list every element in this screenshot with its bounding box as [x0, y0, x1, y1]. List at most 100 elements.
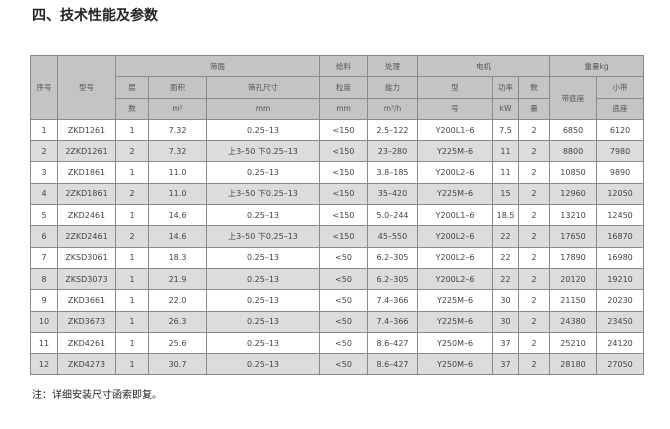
- table-cell: 13210: [549, 204, 598, 227]
- section-title: 四、技术性能及参数: [32, 8, 158, 24]
- table-cell: 7: [30, 246, 58, 269]
- table-cell: 30: [492, 310, 520, 333]
- table-cell: 14.6: [148, 225, 207, 248]
- table-cell: 2ZKD1861: [57, 182, 116, 206]
- spec-table: 序号 型号 筛面 给料 处理 电机 重量kg 层 面积 筛孔尺寸 粒度 能力 型…: [30, 54, 645, 376]
- table-row: 1 ZKD1261 1 7.32 0.25–13 <150 2.5–122 Y200L1–6 7…: [30, 118, 645, 142]
- header-weight-small-2: 底座: [596, 97, 645, 120]
- table-cell: 2: [518, 289, 551, 312]
- table-cell: 上3–50 下0.25–13: [205, 140, 321, 163]
- table-cell: Y225M–6: [417, 310, 494, 333]
- table-cell: <150: [319, 140, 369, 163]
- table-cell: <50: [319, 289, 369, 312]
- footnote: 注：详细安装尺寸函索即复。: [32, 390, 162, 401]
- table-cell: 21.9: [148, 267, 207, 291]
- table-cell: 0.25–13: [205, 353, 321, 376]
- table-cell: 16870: [596, 225, 645, 248]
- table-cell: 7.5: [492, 118, 520, 142]
- table-cell: Y225M–6: [417, 140, 494, 163]
- table-cell: Y225M–6: [417, 289, 494, 312]
- table-cell: 1: [115, 267, 149, 291]
- table-cell: 17650: [549, 225, 598, 248]
- table-cell: 2: [518, 310, 551, 333]
- table-cell: 8800: [549, 140, 598, 163]
- table-cell: 10: [30, 310, 58, 333]
- table-cell: 上3–50 下0.25–13: [205, 225, 321, 248]
- table-cell: 2: [518, 182, 551, 206]
- table-cell: ZKSD3061: [57, 246, 116, 269]
- table-cell: <50: [319, 331, 369, 355]
- table-cell: 24120: [596, 331, 645, 355]
- table-cell: 26.3: [148, 310, 207, 333]
- table-cell: 30.7: [148, 353, 207, 376]
- table-cell: 2.5–122: [367, 118, 419, 142]
- table-cell: 3.8–185: [367, 161, 419, 184]
- table-cell: 2: [518, 331, 551, 355]
- header-motor-model-2: 号: [417, 97, 494, 120]
- table-cell: 23450: [596, 310, 645, 333]
- table-cell: 2: [518, 161, 551, 184]
- table-cell: 1: [115, 353, 149, 376]
- table-row: 12 ZKD4273 1 30.7 0.25–13 <50 8.6–427 Y250M–6 37…: [30, 353, 645, 376]
- table-cell: 16980: [596, 246, 645, 269]
- table-cell: Y200L1–6: [417, 118, 494, 142]
- table-row: 7 ZKSD3061 1 18.3 0.25–13 <50 6.2–305 Y200L2–6 2…: [30, 246, 645, 269]
- header-weight-small-1: 小带: [596, 76, 645, 99]
- table-cell: Y200L2–6: [417, 225, 494, 248]
- table-cell: 22.0: [148, 289, 207, 312]
- table-cell: 2: [518, 353, 551, 376]
- table-cell: 1: [115, 331, 149, 355]
- table-cell: 35–420: [367, 182, 419, 206]
- table-cell: 21150: [549, 289, 598, 312]
- table-cell: 2ZKD1261: [57, 140, 116, 163]
- table-cell: Y200L2–6: [417, 246, 494, 269]
- table-cell: 0.25–13: [205, 310, 321, 333]
- table-row: 5 ZKD2461 1 14.6 0.25–13 <150 5.0–244 Y200L1–6 1…: [30, 204, 645, 227]
- table-cell: 18.5: [492, 204, 520, 227]
- table-cell: 19210: [596, 267, 645, 291]
- header-qty-1: 数: [518, 76, 551, 99]
- header-screen: 筛面: [114, 54, 321, 78]
- table-row: 10 ZKD3673 1 26.3 0.25–13 <50 7.4–366 Y225M–6 30…: [30, 310, 645, 333]
- table-cell: 3: [30, 161, 58, 184]
- table-cell: ZKD1261: [57, 118, 116, 142]
- table-cell: Y200L2–6: [417, 161, 494, 184]
- header-cap-1: 处理: [367, 54, 419, 78]
- table-cell: 9: [30, 289, 58, 312]
- table-cell: 0.25–13: [205, 331, 321, 355]
- table-cell: 22: [492, 246, 520, 269]
- header-weight-base: 带底座: [549, 76, 598, 120]
- table-cell: 12960: [549, 182, 598, 206]
- table-cell: Y250M–6: [417, 353, 494, 376]
- header-area: 面积: [148, 76, 207, 99]
- table-cell: ZKD4273: [57, 353, 116, 376]
- table-cell: 5: [30, 204, 58, 227]
- table-cell: <50: [319, 267, 369, 291]
- table-cell: 22: [492, 225, 520, 248]
- table-row: 3 ZKD1861 1 11.0 0.25–13 <150 3.8–185 Y200L2–6 1…: [30, 161, 645, 184]
- table-cell: 37: [492, 331, 520, 355]
- table-cell: 1: [115, 161, 149, 184]
- table-cell: 12050: [596, 182, 645, 206]
- table-cell: 27050: [596, 353, 645, 376]
- table-cell: 6850: [549, 118, 598, 142]
- table-cell: 45–550: [367, 225, 419, 248]
- table-cell: 2ZKD2461: [57, 225, 116, 248]
- header-qty-2: 量: [518, 97, 551, 120]
- table-row: 11 ZKD4261 1 25.6 0.25–13 <50 8.6–427 Y250M–6 37…: [30, 331, 645, 355]
- table-cell: 14.6: [148, 204, 207, 227]
- table-cell: <50: [319, 246, 369, 269]
- table-cell: 12450: [596, 204, 645, 227]
- table-cell: 0.25–13: [205, 118, 321, 142]
- table-cell: 23–280: [367, 140, 419, 163]
- table-cell: 6120: [596, 118, 645, 142]
- table-cell: 24380: [549, 310, 598, 333]
- header-motor: 电机: [417, 54, 551, 78]
- table-body: 1 ZKD1261 1 7.32 0.25–13 <150 2.5–122 Y200L1–6 7…: [30, 118, 645, 376]
- table-cell: 25.6: [148, 331, 207, 355]
- table-cell: 17890: [549, 246, 598, 269]
- table-cell: 7980: [596, 140, 645, 163]
- table-cell: 2: [518, 225, 551, 248]
- table-cell: 25210: [549, 331, 598, 355]
- table-cell: ZKD4261: [57, 331, 116, 355]
